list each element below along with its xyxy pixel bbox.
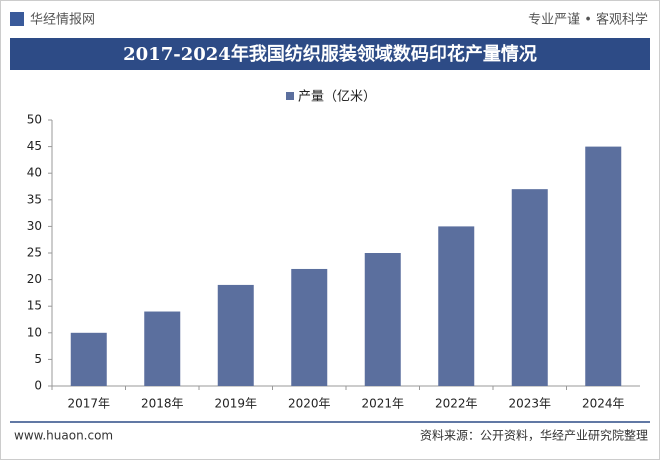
y-tick-label: 40 (27, 166, 42, 180)
legend-label: 产量（亿米） (298, 90, 376, 105)
y-tick-label: 45 (27, 139, 42, 153)
x-tick-label: 2020年 (288, 397, 331, 411)
legend-swatch (286, 92, 294, 100)
chart-title: 2017-2024年我国纺织服装领域数码印花产量情况 (123, 43, 537, 65)
x-tick-label: 2017年 (67, 397, 110, 411)
x-tick-label: 2019年 (214, 397, 257, 411)
y-tick-label: 0 (34, 379, 42, 393)
x-tick-label: 2023年 (508, 397, 551, 411)
bar (217, 284, 254, 386)
x-tick-label: 2024年 (582, 397, 625, 411)
brand-icon (10, 12, 24, 26)
bar (511, 189, 548, 386)
y-tick-label: 30 (27, 219, 42, 233)
x-tick-label: 2022年 (435, 397, 478, 411)
bar (291, 268, 328, 386)
website: www.huaon.com (14, 429, 113, 443)
y-tick-label: 25 (27, 246, 42, 260)
bar (70, 332, 107, 386)
x-tick-label: 2018年 (141, 397, 184, 411)
bar (364, 253, 401, 386)
x-tick-label: 2021年 (361, 397, 404, 411)
y-tick-label: 10 (27, 325, 42, 339)
y-tick-label: 15 (27, 299, 42, 313)
bar (438, 226, 475, 386)
y-tick-label: 5 (34, 352, 42, 366)
source: 资料来源：公开资料，华经产业研究院整理 (420, 428, 648, 443)
brand: 华经情报网 (30, 13, 95, 28)
title-band (10, 38, 650, 70)
bar (585, 146, 622, 386)
slogan: 专业严谨 • 客观科学 (528, 12, 648, 28)
y-tick-label: 35 (27, 192, 42, 206)
y-tick-label: 20 (27, 272, 42, 286)
bar (144, 311, 181, 386)
y-tick-label: 50 (27, 113, 42, 127)
